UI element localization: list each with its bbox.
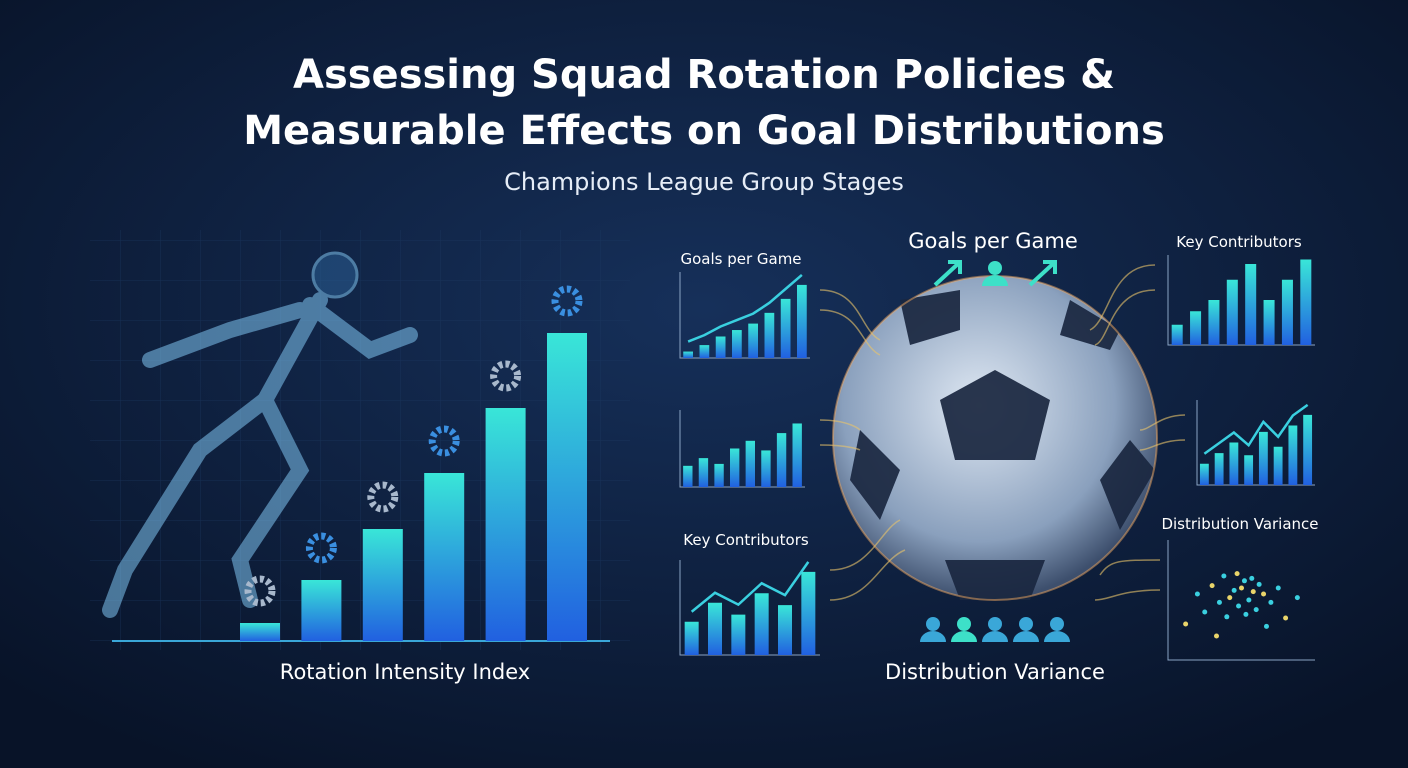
axis-label: Rotation Intensity Index: [280, 660, 530, 684]
scatter-point: [1183, 621, 1189, 627]
mini-bar: [1214, 453, 1224, 485]
mini-bar: [797, 284, 807, 358]
mini-bar: [1226, 279, 1238, 345]
mini-bar: [1263, 300, 1275, 345]
mini-bar: [684, 621, 699, 655]
bar: [362, 529, 403, 641]
grid-backdrop: [90, 230, 630, 650]
runner: [102, 251, 418, 618]
mini-bar: [708, 602, 722, 655]
scatter-point: [1263, 623, 1269, 629]
scatter-point: [1294, 595, 1300, 601]
bar: [240, 623, 280, 641]
mini-bar: [698, 458, 709, 487]
soccer-ball: [832, 275, 1158, 601]
scatter-point: [1261, 591, 1267, 597]
gear-icon: [367, 481, 399, 513]
scatter-point: [1283, 615, 1289, 621]
trend-line: [690, 561, 810, 613]
center-label: Goals per Game: [908, 229, 1078, 253]
scatter-point: [1231, 587, 1237, 593]
scatter-point: [1209, 583, 1215, 589]
gear-icon: [490, 360, 522, 392]
scatter-point: [1268, 599, 1274, 605]
panel-title: Key Contributors: [1176, 233, 1302, 251]
subtitle: Champions League Group Stages: [504, 168, 904, 196]
gear-icon: [551, 285, 583, 317]
scatter-point: [1241, 578, 1247, 584]
mini-bar: [1171, 324, 1183, 345]
panel-axes: [1167, 540, 1315, 661]
mini-bar: [1281, 279, 1293, 345]
scatter-point: [1214, 633, 1220, 639]
mini-bar: [1229, 442, 1239, 485]
mini-bar: [1288, 425, 1298, 485]
mini-bar: [731, 614, 746, 655]
bar: [485, 408, 526, 641]
scatter-point: [1256, 581, 1262, 587]
scatter-point: [1250, 589, 1256, 595]
mini-bar: [1245, 264, 1257, 345]
trend-line: [1203, 403, 1309, 455]
mini-bar: [1199, 463, 1209, 485]
connectors: [819, 264, 1186, 601]
scatter-point: [1234, 571, 1240, 577]
mini-bar: [1300, 259, 1312, 345]
gear-icon: [428, 425, 460, 457]
mini-bar: [714, 463, 724, 487]
gear-icon: [244, 575, 276, 607]
mini-bar: [748, 323, 758, 358]
mini-bar: [715, 336, 726, 358]
mini-bar: [1273, 446, 1283, 485]
people-icons: [920, 260, 1070, 642]
mini-bar: [792, 423, 802, 487]
scatter-point: [1239, 585, 1244, 591]
panel-title: Distribution Variance: [1161, 515, 1318, 533]
mini-bar: [1190, 311, 1202, 345]
mini-bar: [754, 593, 769, 655]
scatter-point: [1216, 599, 1222, 605]
mini-bar: [1303, 414, 1313, 485]
mini-bar: [761, 450, 771, 487]
mini-bar: [764, 312, 775, 358]
mini-bar: [745, 440, 755, 487]
mini-bar: [1244, 455, 1254, 485]
title-line: Measurable Effects on Goal Distributions: [243, 108, 1165, 154]
bar: [424, 473, 465, 641]
trend-line: [687, 273, 803, 343]
mini-bar: [780, 298, 791, 358]
scatter-point: [1275, 585, 1281, 591]
center-label: Distribution Variance: [885, 660, 1105, 684]
bar: [547, 333, 587, 641]
scatter-point: [1253, 607, 1259, 613]
panel-title: Goals per Game: [680, 250, 801, 268]
panel-title: Key Contributors: [683, 531, 809, 549]
mini-bar: [776, 433, 787, 487]
scatter-point: [1194, 591, 1200, 597]
scatter-point: [1249, 575, 1255, 581]
gear-icon: [305, 532, 337, 564]
mini-bar: [699, 345, 710, 358]
scatter-point: [1246, 597, 1252, 603]
scatter-point: [1221, 573, 1227, 579]
mini-bar: [1258, 431, 1268, 485]
mini-bar: [801, 571, 816, 655]
mini-bar: [683, 351, 693, 358]
mini-bar: [730, 448, 740, 487]
mini-bar: [778, 605, 792, 655]
panel-axes: [679, 560, 820, 656]
mini-bar: [732, 330, 742, 358]
scatter-point: [1202, 609, 1208, 615]
scatter-point: [1236, 603, 1242, 609]
scatter-point: [1224, 614, 1230, 620]
bar: [301, 580, 342, 641]
mini-bar: [683, 465, 693, 487]
mini-bar: [1208, 300, 1220, 345]
scatter-point: [1227, 595, 1233, 601]
title-line: Assessing Squad Rotation Policies &: [293, 52, 1115, 98]
scatter-point: [1243, 611, 1249, 617]
